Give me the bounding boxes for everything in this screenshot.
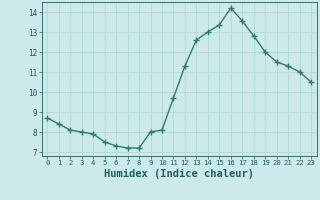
X-axis label: Humidex (Indice chaleur): Humidex (Indice chaleur) xyxy=(104,169,254,179)
